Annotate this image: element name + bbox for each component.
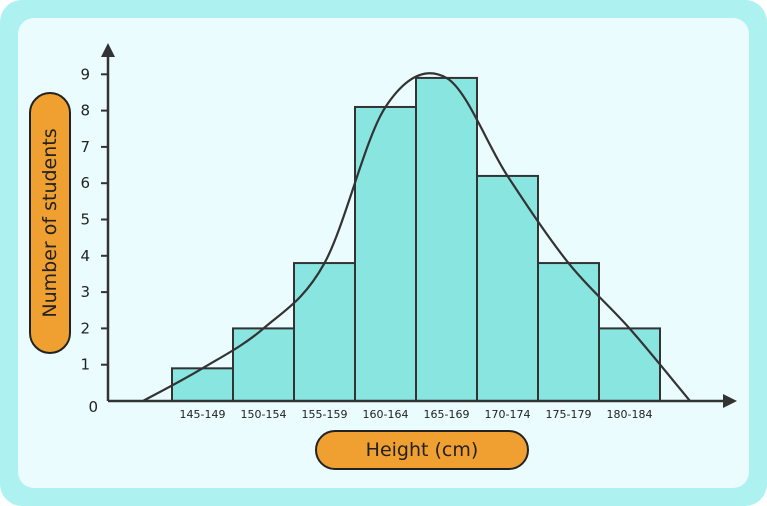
x-label-165-169: 165-169 (424, 408, 470, 421)
y-tick-label-0: 0 (88, 398, 98, 416)
y-ticks-group: 0 1 2 3 4 5 6 7 8 9 (80, 65, 108, 416)
y-tick-label-2: 2 (80, 319, 90, 337)
axes-group (101, 43, 737, 408)
x-label-180-184: 180-184 (607, 408, 653, 421)
x-labels-group: 145-149 150-154 155-159 160-164 165-169 170-1… (180, 408, 653, 421)
bar-160-164 (354, 105, 417, 402)
x-label-145-149: 145-149 (180, 408, 226, 421)
y-tick-label-1: 1 (80, 356, 90, 374)
x-label-155-159: 155-159 (302, 408, 348, 421)
y-axis-label: Number of students (29, 92, 71, 354)
x-label-160-164: 160-164 (363, 408, 409, 421)
x-label-175-179: 175-179 (546, 408, 592, 421)
frequency-curve (142, 72, 691, 402)
y-tick-label-3: 3 (80, 283, 90, 301)
bars-group (171, 76, 661, 403)
y-tick-label-6: 6 (80, 174, 90, 192)
y-tick-label-9: 9 (80, 65, 90, 83)
bar-175-179 (537, 262, 600, 402)
x-axis-arrow-icon (723, 394, 737, 408)
bar-155-159 (293, 262, 356, 402)
bar-165-169 (415, 76, 478, 403)
x-axis-label: Height (cm) (315, 430, 529, 470)
x-label-170-174: 170-174 (485, 408, 531, 421)
bar-145-149 (171, 367, 234, 402)
y-tick-label-5: 5 (80, 211, 90, 229)
y-tick-label-8: 8 (80, 102, 90, 120)
y-tick-label-4: 4 (80, 247, 90, 265)
bar-180-184 (598, 327, 661, 402)
y-tick-label-7: 7 (80, 138, 90, 156)
bar-150-154 (232, 327, 295, 402)
y-axis-arrow-icon (101, 43, 115, 57)
y-axis-label-text: Number of students (39, 128, 61, 318)
x-label-150-154: 150-154 (241, 408, 287, 421)
bar-170-174 (476, 174, 539, 402)
